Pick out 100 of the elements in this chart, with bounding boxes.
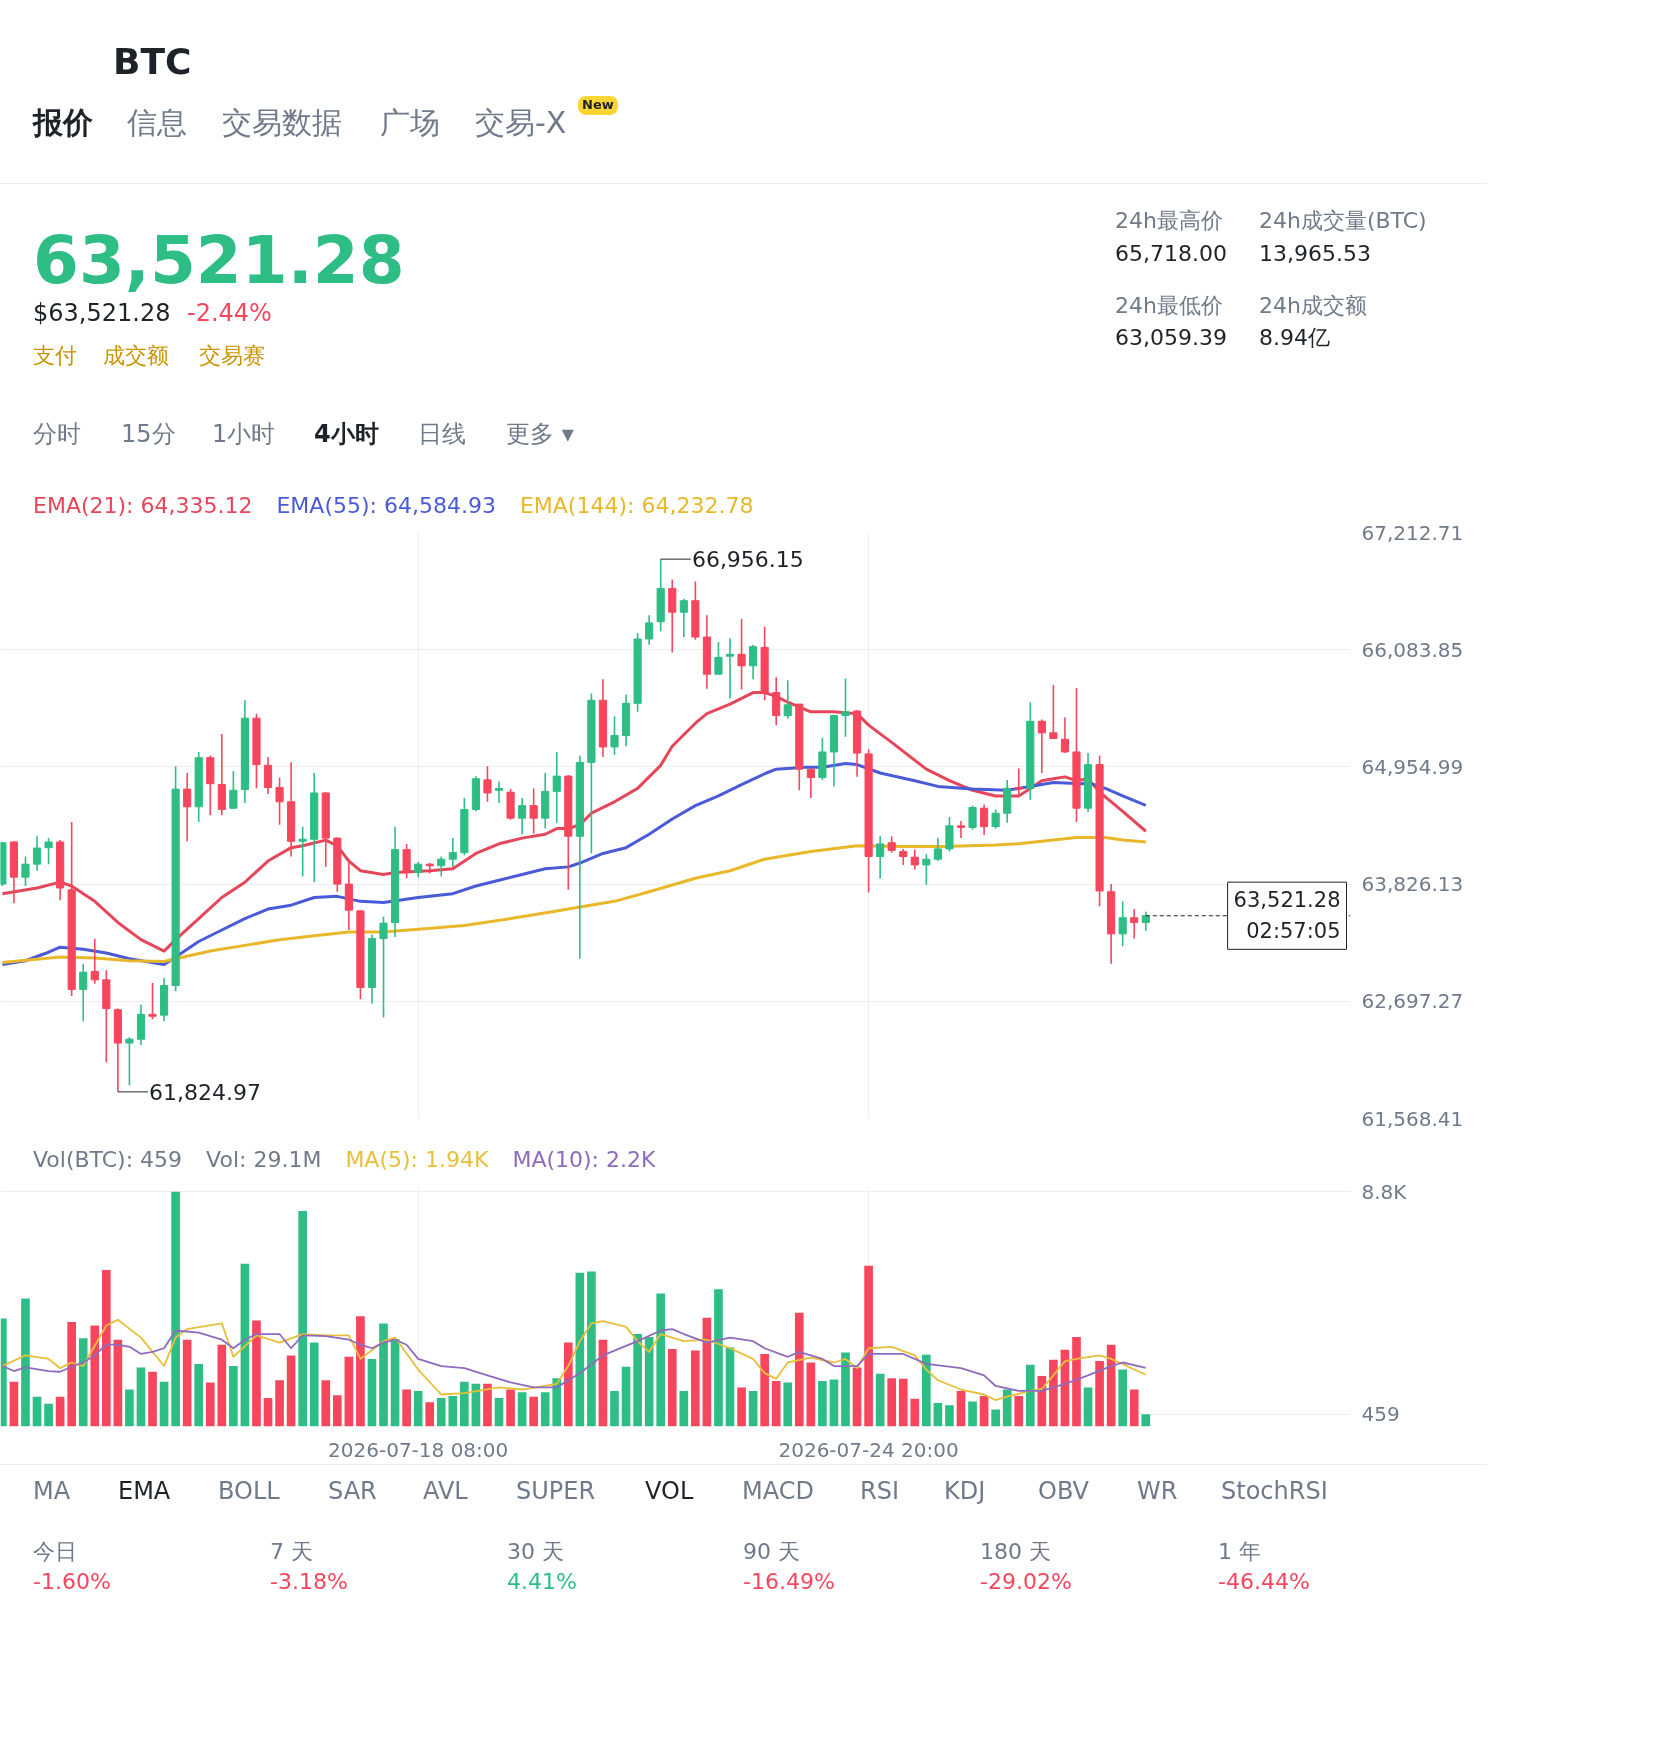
bar bbox=[217, 1344, 227, 1427]
bar bbox=[263, 1398, 273, 1427]
bar bbox=[783, 1382, 793, 1427]
bar bbox=[748, 1390, 758, 1427]
candlestick bbox=[437, 855, 446, 878]
candlestick bbox=[552, 751, 561, 824]
bar bbox=[356, 1316, 365, 1427]
bar bbox=[760, 1353, 769, 1427]
candlestick bbox=[1130, 908, 1139, 940]
text: 24h最低价 bbox=[1115, 292, 1223, 320]
candlestick bbox=[749, 643, 758, 680]
text: MA bbox=[33, 1476, 71, 1507]
text: 信息 bbox=[127, 104, 187, 142]
bar bbox=[818, 1380, 827, 1427]
text: 今日 bbox=[33, 1538, 77, 1566]
bar bbox=[252, 1320, 261, 1427]
bar bbox=[286, 1355, 296, 1427]
bar bbox=[852, 1367, 862, 1427]
candlestick bbox=[263, 756, 273, 795]
candlestick bbox=[518, 797, 527, 836]
bar bbox=[205, 1382, 215, 1427]
text: 1小时 bbox=[212, 419, 276, 450]
y-tick-label: 64,954.99 bbox=[1361, 754, 1464, 779]
bar bbox=[714, 1289, 723, 1427]
text: SAR bbox=[328, 1476, 377, 1507]
bar bbox=[1083, 1387, 1093, 1427]
bar bbox=[55, 1396, 65, 1427]
candlestick bbox=[610, 715, 619, 756]
bar bbox=[182, 1339, 192, 1427]
candlestick bbox=[21, 855, 30, 887]
candlestick bbox=[714, 641, 723, 675]
text: KDJ bbox=[944, 1476, 986, 1507]
text: 交易数据 bbox=[222, 104, 342, 142]
bar bbox=[494, 1398, 504, 1427]
candlestick bbox=[183, 772, 192, 843]
candlestick bbox=[725, 637, 735, 700]
bar bbox=[32, 1396, 42, 1427]
candlestick bbox=[298, 825, 307, 878]
candlestick bbox=[668, 578, 677, 654]
bar bbox=[725, 1347, 735, 1427]
bar bbox=[413, 1390, 423, 1427]
candlestick bbox=[90, 938, 99, 985]
bar bbox=[171, 1191, 180, 1427]
text: EMA bbox=[118, 1476, 171, 1507]
text: 63,521.28 bbox=[33, 221, 405, 301]
bar bbox=[402, 1389, 411, 1427]
text: 广场 bbox=[380, 104, 440, 142]
bar bbox=[1129, 1389, 1139, 1427]
text: -2.44% bbox=[187, 298, 272, 329]
bar bbox=[968, 1401, 977, 1427]
bar bbox=[829, 1379, 839, 1427]
bar bbox=[367, 1358, 377, 1427]
text: 7 天 bbox=[270, 1538, 313, 1566]
line-series bbox=[0, 835, 1148, 965]
bar bbox=[125, 1389, 134, 1427]
text: 交易-X bbox=[475, 104, 567, 142]
bar bbox=[483, 1383, 492, 1427]
text: OBV bbox=[1038, 1476, 1090, 1507]
text: $63,521.28 bbox=[33, 298, 171, 329]
bar bbox=[1095, 1361, 1104, 1427]
candlestick bbox=[379, 915, 388, 1019]
bar bbox=[956, 1390, 966, 1427]
text: EMA(144): 64,232.78 bbox=[519, 493, 754, 518]
candlestick bbox=[783, 679, 792, 720]
bar bbox=[552, 1378, 562, 1427]
text: 13,965.53 bbox=[1259, 240, 1371, 268]
text: SUPER bbox=[516, 1476, 596, 1507]
bar bbox=[159, 1381, 169, 1427]
text: 15分 bbox=[121, 419, 176, 450]
bar bbox=[506, 1389, 515, 1427]
candlestick bbox=[1060, 716, 1070, 754]
bar bbox=[1118, 1369, 1128, 1427]
bar bbox=[229, 1366, 238, 1427]
candlestick bbox=[1118, 900, 1127, 947]
bar bbox=[309, 1342, 319, 1427]
bar bbox=[332, 1395, 342, 1427]
candlestick bbox=[1037, 718, 1046, 774]
text: 180 天 bbox=[980, 1538, 1051, 1566]
text: 8.94亿 bbox=[1259, 324, 1330, 352]
bar bbox=[621, 1366, 631, 1427]
text: -29.02% bbox=[980, 1568, 1072, 1596]
bar bbox=[529, 1396, 538, 1427]
candlestick bbox=[956, 820, 966, 839]
bar bbox=[101, 1270, 111, 1427]
bar bbox=[517, 1392, 527, 1427]
bar bbox=[933, 1403, 943, 1427]
candlestick bbox=[1014, 767, 1023, 795]
y-tick-label: 63,826.13 bbox=[1361, 872, 1464, 897]
text: -46.44% bbox=[1218, 1568, 1310, 1596]
bar bbox=[448, 1395, 458, 1427]
text: AVL bbox=[423, 1476, 468, 1507]
candlestick bbox=[32, 835, 42, 872]
text: -3.18% bbox=[270, 1568, 348, 1596]
candlestick bbox=[737, 618, 746, 691]
ref-line-label: 63,521.28 02:57:05 bbox=[1233, 888, 1341, 944]
bar bbox=[633, 1334, 642, 1427]
bar bbox=[656, 1293, 666, 1427]
candlestick bbox=[841, 677, 850, 738]
text: Vol: 29.1M bbox=[206, 1147, 322, 1172]
bar bbox=[1141, 1414, 1151, 1427]
